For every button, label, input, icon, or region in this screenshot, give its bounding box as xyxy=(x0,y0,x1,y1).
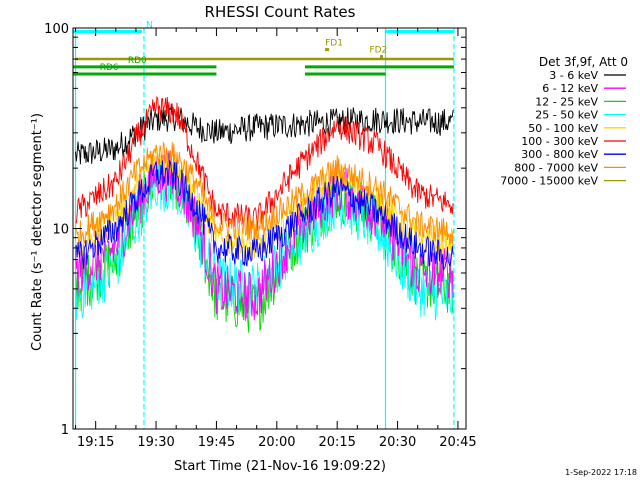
legend-entry-label: 100 - 300 keV xyxy=(521,135,598,148)
y-tick-label: 1 xyxy=(61,423,69,438)
series-line xyxy=(75,141,454,249)
legend-entry-label: 800 - 7000 keV xyxy=(514,161,598,174)
annotation-label: FD1 xyxy=(325,39,343,49)
x-tick-label: 20:00 xyxy=(258,435,295,450)
legend-entry-label: 300 - 800 keV xyxy=(521,148,598,161)
x-axis-label: Start Time (21-Nov-16 19:09:22) xyxy=(174,459,386,474)
annotation-label: RD0 xyxy=(128,56,147,66)
y-tick-label: 10 xyxy=(52,223,69,238)
chart-title: RHESSI Count Rates xyxy=(205,3,356,21)
x-tick-label: 19:45 xyxy=(198,435,235,450)
x-tick-label: 20:45 xyxy=(439,435,476,450)
y-axis-label: Count Rate (s⁻¹ detector segment⁻¹) xyxy=(30,113,45,351)
x-tick-label: 19:30 xyxy=(137,435,174,450)
annotation-label: N xyxy=(146,21,153,31)
annotation-label: FD2 xyxy=(369,46,387,56)
generation-timestamp: 1-Sep-2022 17:18 xyxy=(565,468,637,477)
series-line xyxy=(75,96,454,232)
legend-entry-label: 25 - 50 keV xyxy=(535,109,598,122)
axes: 19:15 19:30 19:45 20:00 20:15 20:30 20:45 1 10 10… xyxy=(44,22,477,450)
series-line xyxy=(75,159,454,271)
legend-entry-label: 50 - 100 keV xyxy=(528,122,598,135)
x-tick-label: 20:30 xyxy=(379,435,416,450)
legend-entry-label: 12 - 25 keV xyxy=(535,95,598,108)
y-tick-label: 100 xyxy=(44,22,69,37)
x-tick-label: 20:15 xyxy=(318,435,355,450)
legend-title: Det 3f,9f, Att 0 xyxy=(539,55,628,69)
annotation-label: RD6 xyxy=(100,63,119,73)
x-tick-label: 19:15 xyxy=(77,435,114,450)
legend-entry-label: 3 - 6 keV xyxy=(549,69,598,82)
legend-entry-label: 7000 - 15000 keV xyxy=(500,175,598,188)
legend-entry-label: 6 - 12 keV xyxy=(542,82,598,95)
